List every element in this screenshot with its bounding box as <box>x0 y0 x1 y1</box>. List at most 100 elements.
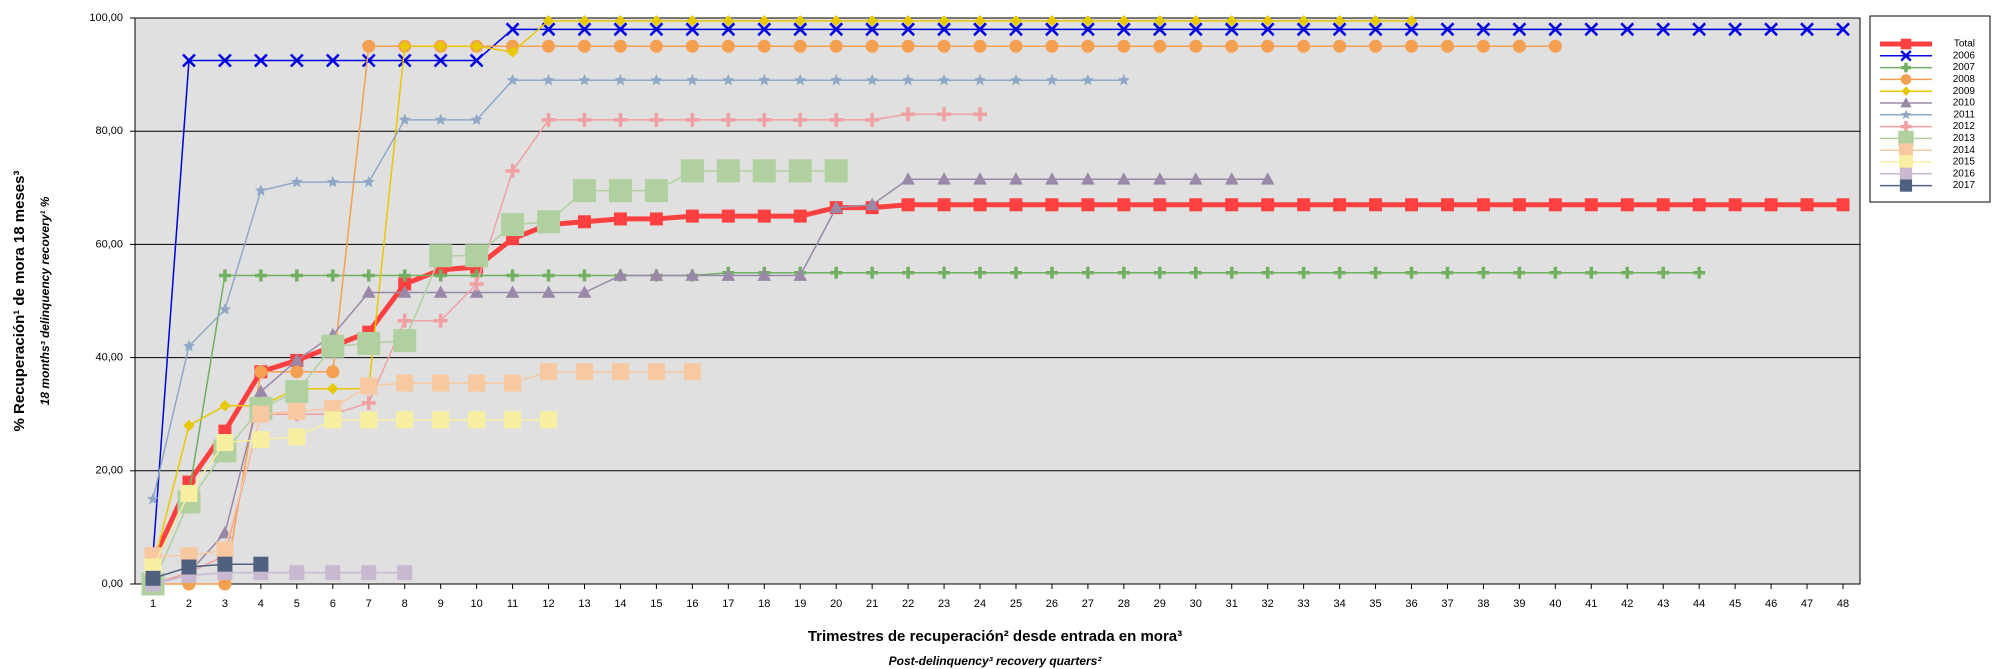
series-line <box>152 79 1124 500</box>
data-point <box>1116 22 1131 37</box>
data-point <box>793 39 807 53</box>
data-point <box>830 73 843 86</box>
data-point <box>1297 15 1310 27</box>
data-point <box>361 53 376 68</box>
data-point <box>505 285 520 298</box>
x-tick-label: 44 <box>1693 598 1705 610</box>
data-point <box>1476 198 1490 212</box>
data-point <box>1153 39 1167 53</box>
legend-marker <box>1900 97 1912 108</box>
data-point <box>1188 22 1203 37</box>
data-point <box>1404 22 1419 37</box>
data-point <box>1476 39 1490 53</box>
x-tick-label: 19 <box>794 598 806 610</box>
data-point <box>608 179 632 203</box>
data-point <box>716 159 740 183</box>
data-point <box>218 53 232 68</box>
data-point <box>1261 266 1274 279</box>
data-point <box>1800 22 1814 37</box>
y-axis-subtitle: 18 months³ delinquency recovery¹ % <box>38 196 52 405</box>
data-point <box>1190 15 1202 27</box>
x-tick-label: 34 <box>1333 598 1345 610</box>
x-tick-label: 39 <box>1513 598 1525 610</box>
x-tick-label: 48 <box>1837 598 1849 610</box>
y-tick-label: 80,00 <box>95 125 123 137</box>
data-point <box>649 212 663 226</box>
data-point <box>865 39 879 53</box>
data-point <box>649 39 663 53</box>
data-point <box>649 268 664 281</box>
data-point <box>1548 198 1562 212</box>
data-point <box>1692 22 1707 37</box>
y-tick-label: 60,00 <box>95 238 123 250</box>
data-point <box>537 210 561 234</box>
data-point <box>1260 172 1275 185</box>
data-point <box>501 213 525 237</box>
data-point <box>1405 266 1418 279</box>
x-tick-label: 38 <box>1477 598 1489 610</box>
legend-label: 2008 <box>1953 74 1976 85</box>
data-point <box>685 209 699 223</box>
x-tick-label: 6 <box>330 598 336 610</box>
data-point <box>1405 15 1418 27</box>
series-line <box>153 371 693 557</box>
legend-marker <box>1899 143 1913 158</box>
data-point <box>396 374 414 392</box>
x-tick-label: 5 <box>294 598 300 610</box>
x-tick-label: 45 <box>1729 598 1741 610</box>
legend-marker <box>1900 121 1912 133</box>
data-point <box>252 405 270 423</box>
legend-marker <box>1900 74 1912 85</box>
data-point <box>434 113 447 125</box>
data-point <box>1188 172 1203 185</box>
data-point <box>504 374 522 392</box>
data-point <box>1117 198 1131 212</box>
data-point <box>901 22 915 37</box>
data-point <box>829 39 843 53</box>
legend-label: 2017 <box>1953 180 1976 191</box>
data-point <box>1260 22 1275 37</box>
data-point <box>506 269 519 282</box>
data-point <box>1333 266 1346 279</box>
legend-marker <box>1900 38 1912 50</box>
data-point <box>1224 172 1239 185</box>
data-point <box>614 15 627 27</box>
data-point <box>1369 266 1382 279</box>
data-point <box>362 39 376 53</box>
data-point <box>1333 39 1347 53</box>
data-point <box>575 363 593 381</box>
data-point <box>938 266 951 279</box>
data-point <box>252 431 270 449</box>
data-point <box>865 197 879 211</box>
data-point <box>721 22 736 37</box>
data-point <box>429 244 453 268</box>
data-point <box>685 268 700 281</box>
data-point <box>253 556 269 572</box>
series-line <box>152 563 261 580</box>
data-point <box>541 22 556 37</box>
data-point <box>685 39 699 53</box>
x-tick-label: 24 <box>974 598 986 610</box>
data-point <box>758 15 770 27</box>
data-point <box>469 277 484 292</box>
data-point <box>357 331 381 355</box>
legend-label: 2011 <box>1953 109 1975 120</box>
data-point <box>1081 266 1094 279</box>
data-point <box>1369 39 1383 53</box>
data-point <box>1189 39 1203 53</box>
data-point <box>1441 266 1454 279</box>
data-point <box>468 411 486 429</box>
data-point <box>865 112 880 127</box>
data-point <box>866 266 879 279</box>
data-point <box>1584 198 1598 212</box>
data-point <box>218 269 231 282</box>
data-point <box>1009 198 1023 212</box>
legend-marker <box>1900 109 1912 120</box>
data-point <box>145 570 161 586</box>
x-tick-label: 3 <box>222 598 228 610</box>
legend-label: 2016 <box>1953 168 1976 179</box>
data-point <box>611 363 629 381</box>
data-point <box>469 53 484 68</box>
data-point <box>793 112 808 127</box>
data-point <box>1512 39 1526 53</box>
